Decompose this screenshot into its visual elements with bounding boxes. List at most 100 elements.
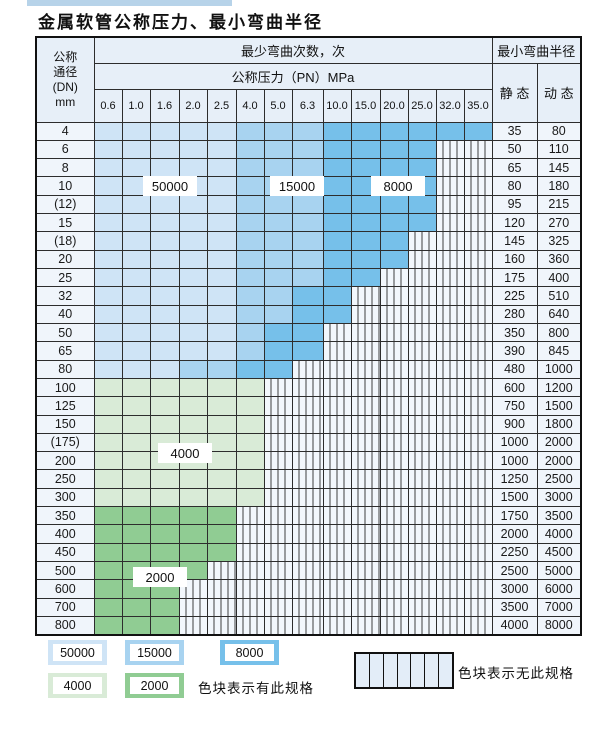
table-row: 800 4000 8000 bbox=[35, 615, 582, 636]
table-row: 25 175 400 bbox=[35, 267, 582, 288]
legend-hatch-cell bbox=[411, 654, 426, 687]
grid-cell-no-spec bbox=[350, 560, 381, 581]
grid-cell-has-spec bbox=[149, 597, 180, 617]
grid-cell-has-spec bbox=[235, 377, 265, 398]
grid-cell-has-spec bbox=[93, 377, 123, 398]
grid-cell-no-spec bbox=[407, 560, 437, 581]
table-row: 40 280 640 bbox=[35, 304, 582, 324]
grid-cell-no-spec bbox=[407, 487, 437, 508]
grid-cell-no-spec bbox=[263, 432, 293, 453]
grid-cell-no-spec bbox=[435, 158, 465, 178]
grid-cell-has-spec bbox=[235, 322, 265, 343]
grid-cell-has-spec bbox=[263, 304, 293, 324]
dn-cell: 300 bbox=[35, 487, 95, 508]
grid-cell-no-spec bbox=[291, 597, 324, 617]
grid-cell-no-spec bbox=[407, 524, 437, 544]
grid-cell-has-spec bbox=[149, 194, 180, 215]
grid-cell-has-spec bbox=[463, 121, 493, 141]
grid-cell-no-spec bbox=[235, 579, 265, 599]
grid-cell-has-spec bbox=[178, 487, 208, 508]
grid-cell-has-spec bbox=[322, 304, 352, 324]
cycle-count-label: 8000 bbox=[371, 176, 425, 196]
grid-cell-no-spec bbox=[350, 286, 381, 306]
grid-cell-no-spec bbox=[291, 542, 324, 563]
grid-cell-has-spec bbox=[206, 121, 237, 141]
grid-cell-no-spec bbox=[235, 615, 265, 636]
grid-cell-no-spec bbox=[263, 451, 293, 471]
static-radius-cell: 50 bbox=[491, 139, 538, 160]
dn-cell: 50 bbox=[35, 322, 95, 343]
grid-cell-has-spec bbox=[178, 121, 208, 141]
grid-cell-has-spec bbox=[149, 542, 180, 563]
table-body: 4 35 80 6 50 110 8 65 145 10 80 180 (12) 95 215 15 120 27… bbox=[35, 121, 582, 636]
dynamic-radius-cell: 8000 bbox=[536, 615, 582, 636]
grid-cell-no-spec bbox=[322, 506, 352, 526]
grid-cell-no-spec bbox=[435, 286, 465, 306]
grid-cell-no-spec bbox=[263, 597, 293, 617]
grid-cell-no-spec bbox=[435, 194, 465, 215]
grid-cell-has-spec bbox=[93, 213, 123, 233]
pressure-header-cell: 20.0 bbox=[379, 88, 409, 123]
grid-cell-no-spec bbox=[350, 322, 381, 343]
grid-cell-no-spec bbox=[235, 597, 265, 617]
grid-cell-no-spec bbox=[435, 451, 465, 471]
static-radius-cell: 175 bbox=[491, 267, 538, 288]
dynamic-radius-cell: 4500 bbox=[536, 542, 582, 563]
grid-cell-has-spec bbox=[121, 542, 151, 563]
dn-cell: 125 bbox=[35, 396, 95, 416]
grid-cell-has-spec bbox=[350, 158, 381, 178]
legend-no-spec-text: 色块表示无此规格 bbox=[458, 666, 574, 681]
grid-cell-no-spec bbox=[291, 377, 324, 398]
grid-cell-no-spec bbox=[263, 414, 293, 434]
grid-cell-has-spec bbox=[235, 341, 265, 361]
dynamic-radius-cell: 80 bbox=[536, 121, 582, 141]
grid-cell-no-spec bbox=[407, 451, 437, 471]
grid-cell-has-spec bbox=[379, 121, 409, 141]
grid-cell-no-spec bbox=[435, 322, 465, 343]
dynamic-radius-cell: 3500 bbox=[536, 506, 582, 526]
dynamic-radius-cell: 1200 bbox=[536, 377, 582, 398]
grid-cell-no-spec bbox=[379, 396, 409, 416]
static-radius-cell: 350 bbox=[491, 322, 538, 343]
grid-cell-has-spec bbox=[291, 231, 324, 251]
dn-cell: 450 bbox=[35, 542, 95, 563]
grid-cell-no-spec bbox=[407, 469, 437, 489]
grid-cell-no-spec bbox=[322, 579, 352, 599]
grid-cell-no-spec bbox=[322, 359, 352, 379]
grid-cell-has-spec bbox=[178, 249, 208, 270]
grid-cell-has-spec bbox=[121, 139, 151, 160]
grid-cell-has-spec bbox=[379, 231, 409, 251]
table-row: 4 35 80 bbox=[35, 121, 582, 141]
grid-cell-no-spec bbox=[379, 432, 409, 453]
grid-cell-no-spec bbox=[463, 194, 493, 215]
grid-cell-has-spec bbox=[178, 139, 208, 160]
grid-cell-has-spec bbox=[263, 341, 293, 361]
grid-cell-has-spec bbox=[407, 194, 437, 215]
grid-cell-has-spec bbox=[121, 615, 151, 636]
grid-cell-has-spec bbox=[322, 286, 352, 306]
grid-cell-no-spec bbox=[435, 213, 465, 233]
dynamic-radius-cell: 845 bbox=[536, 341, 582, 361]
static-radius-cell: 1000 bbox=[491, 451, 538, 471]
grid-cell-has-spec bbox=[322, 176, 352, 196]
grid-cell-no-spec bbox=[407, 267, 437, 288]
grid-cell-no-spec bbox=[407, 579, 437, 599]
grid-cell-has-spec bbox=[350, 121, 381, 141]
grid-cell-has-spec bbox=[206, 341, 237, 361]
grid-cell-has-spec bbox=[235, 213, 265, 233]
dn-cell: 15 bbox=[35, 213, 95, 233]
grid-cell-has-spec bbox=[263, 158, 293, 178]
grid-cell-has-spec bbox=[263, 322, 293, 343]
grid-cell-has-spec bbox=[149, 158, 180, 178]
grid-cell-no-spec bbox=[263, 560, 293, 581]
grid-cell-has-spec bbox=[263, 267, 293, 288]
grid-cell-no-spec bbox=[322, 341, 352, 361]
grid-cell-no-spec bbox=[291, 524, 324, 544]
grid-cell-no-spec bbox=[263, 506, 293, 526]
grid-cell-has-spec bbox=[206, 524, 237, 544]
corner-line: 公称 bbox=[53, 49, 78, 64]
pressure-header-cell: 35.0 bbox=[463, 88, 493, 123]
dynamic-radius-cell: 360 bbox=[536, 249, 582, 270]
grid-cell-has-spec bbox=[178, 377, 208, 398]
grid-cell-no-spec bbox=[435, 579, 465, 599]
